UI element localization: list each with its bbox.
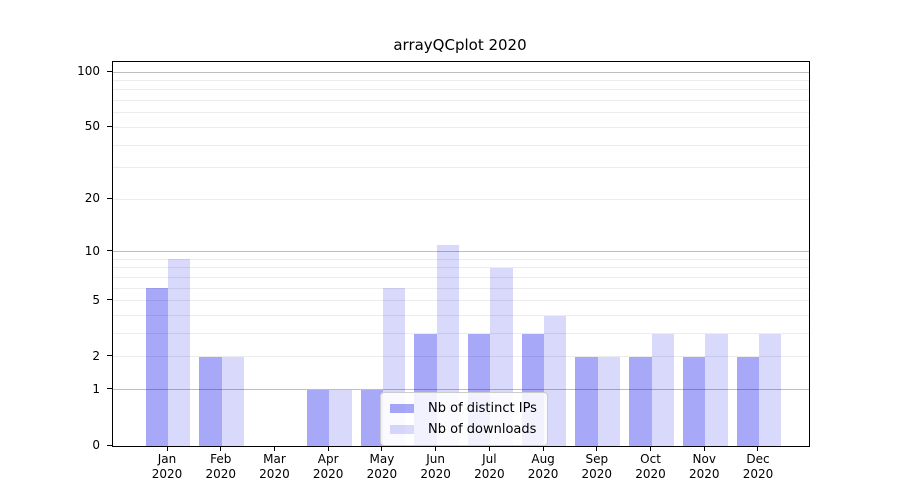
bar-downloads xyxy=(329,389,352,446)
gridline-minor xyxy=(113,126,809,128)
bar-downloads xyxy=(705,333,728,446)
y-tick-label: 2 xyxy=(92,348,100,363)
x-tick-mark xyxy=(650,446,652,451)
y-tick-mark xyxy=(107,125,112,127)
x-tick-mark xyxy=(273,446,275,451)
bar-distinct-ips xyxy=(736,356,759,446)
x-tick-mark xyxy=(220,446,222,451)
x-tick-label: Apr 2020 xyxy=(312,452,344,481)
legend-item-downloads: Nb of downloads xyxy=(390,419,537,440)
legend: Nb of distinct IPs Nb of downloads xyxy=(380,392,548,446)
x-tick-mark xyxy=(596,446,598,451)
x-tick-label: Dec 2020 xyxy=(742,452,774,481)
y-tick-label: 10 xyxy=(84,243,100,258)
x-tick-label: Oct 2020 xyxy=(635,452,666,481)
bar-distinct-ips xyxy=(145,288,168,446)
x-tick-mark xyxy=(703,446,705,451)
y-tick-mark xyxy=(107,299,112,301)
legend-label-distinct-ips: Nb of distinct IPs xyxy=(428,401,537,416)
legend-label-downloads: Nb of downloads xyxy=(428,422,537,437)
plot-area xyxy=(112,61,810,447)
gridline-minor xyxy=(113,287,809,289)
y-tick-mark xyxy=(107,197,112,199)
gridline-minor xyxy=(113,112,809,114)
y-tick-label: 5 xyxy=(92,292,100,307)
bar-distinct-ips xyxy=(629,356,652,446)
x-tick-label: Aug 2020 xyxy=(527,452,559,481)
y-tick-label: 0 xyxy=(92,438,100,452)
bar-distinct-ips xyxy=(682,356,706,446)
gridline-minor xyxy=(113,300,809,302)
bar-downloads xyxy=(544,315,567,446)
gridline-major xyxy=(113,71,809,73)
x-tick-label: May 2020 xyxy=(366,452,398,481)
bar-distinct-ips xyxy=(575,356,598,446)
gridline-major xyxy=(113,251,809,253)
x-tick-label: Jan 2020 xyxy=(151,452,183,481)
gridline-minor xyxy=(113,277,809,278)
y-tick-mark xyxy=(107,388,112,390)
y-tick-mark xyxy=(107,70,112,72)
gridline-minor xyxy=(113,167,809,169)
x-tick-mark xyxy=(488,446,490,451)
gridline-minor xyxy=(113,258,809,260)
x-tick-label: Jun 2020 xyxy=(420,452,451,481)
gridline-minor xyxy=(113,144,809,146)
x-tick-mark xyxy=(166,446,168,451)
x-tick-label: Sep 2020 xyxy=(581,452,613,481)
bar-downloads xyxy=(651,333,674,446)
bar-distinct-ips xyxy=(306,389,330,446)
bar-downloads xyxy=(168,259,191,446)
y-tick-label: 20 xyxy=(84,191,100,206)
bar-distinct-ips xyxy=(360,389,383,446)
x-tick-mark xyxy=(327,446,329,451)
x-tick-label: Nov 2020 xyxy=(688,452,720,481)
bar-downloads xyxy=(758,333,782,446)
y-tick-mark xyxy=(107,250,112,252)
x-tick-mark xyxy=(435,446,437,451)
gridline-minor xyxy=(113,356,809,358)
gridline-minor xyxy=(113,79,809,81)
gridline-minor xyxy=(113,267,809,269)
gridline-minor xyxy=(113,100,809,102)
x-tick-mark xyxy=(381,446,383,451)
y-tick-label: 50 xyxy=(84,119,100,134)
gridline-minor xyxy=(113,198,809,200)
gridline-minor xyxy=(113,89,809,91)
gridline-minor xyxy=(113,333,809,335)
gridline-minor xyxy=(113,315,809,317)
x-tick-label: Mar 2020 xyxy=(259,452,290,481)
y-tick-label: 100 xyxy=(77,64,100,78)
bar-downloads xyxy=(221,356,245,446)
legend-swatch-distinct-ips xyxy=(390,404,414,413)
x-tick-mark xyxy=(757,446,759,451)
y-tick-label: 1 xyxy=(92,381,100,396)
legend-item-distinct-ips: Nb of distinct IPs xyxy=(390,398,537,419)
x-tick-mark xyxy=(542,446,544,451)
x-tick-label: Jul 2020 xyxy=(474,452,505,481)
chart-title: arrayQCplot 2020 xyxy=(393,36,527,54)
y-tick-mark xyxy=(107,444,112,446)
x-tick-label: Feb 2020 xyxy=(205,452,236,481)
legend-swatch-downloads xyxy=(390,425,414,434)
gridline-major xyxy=(113,389,809,391)
bar-distinct-ips xyxy=(199,356,222,446)
y-tick-mark xyxy=(107,355,112,357)
bar-downloads xyxy=(597,356,621,446)
